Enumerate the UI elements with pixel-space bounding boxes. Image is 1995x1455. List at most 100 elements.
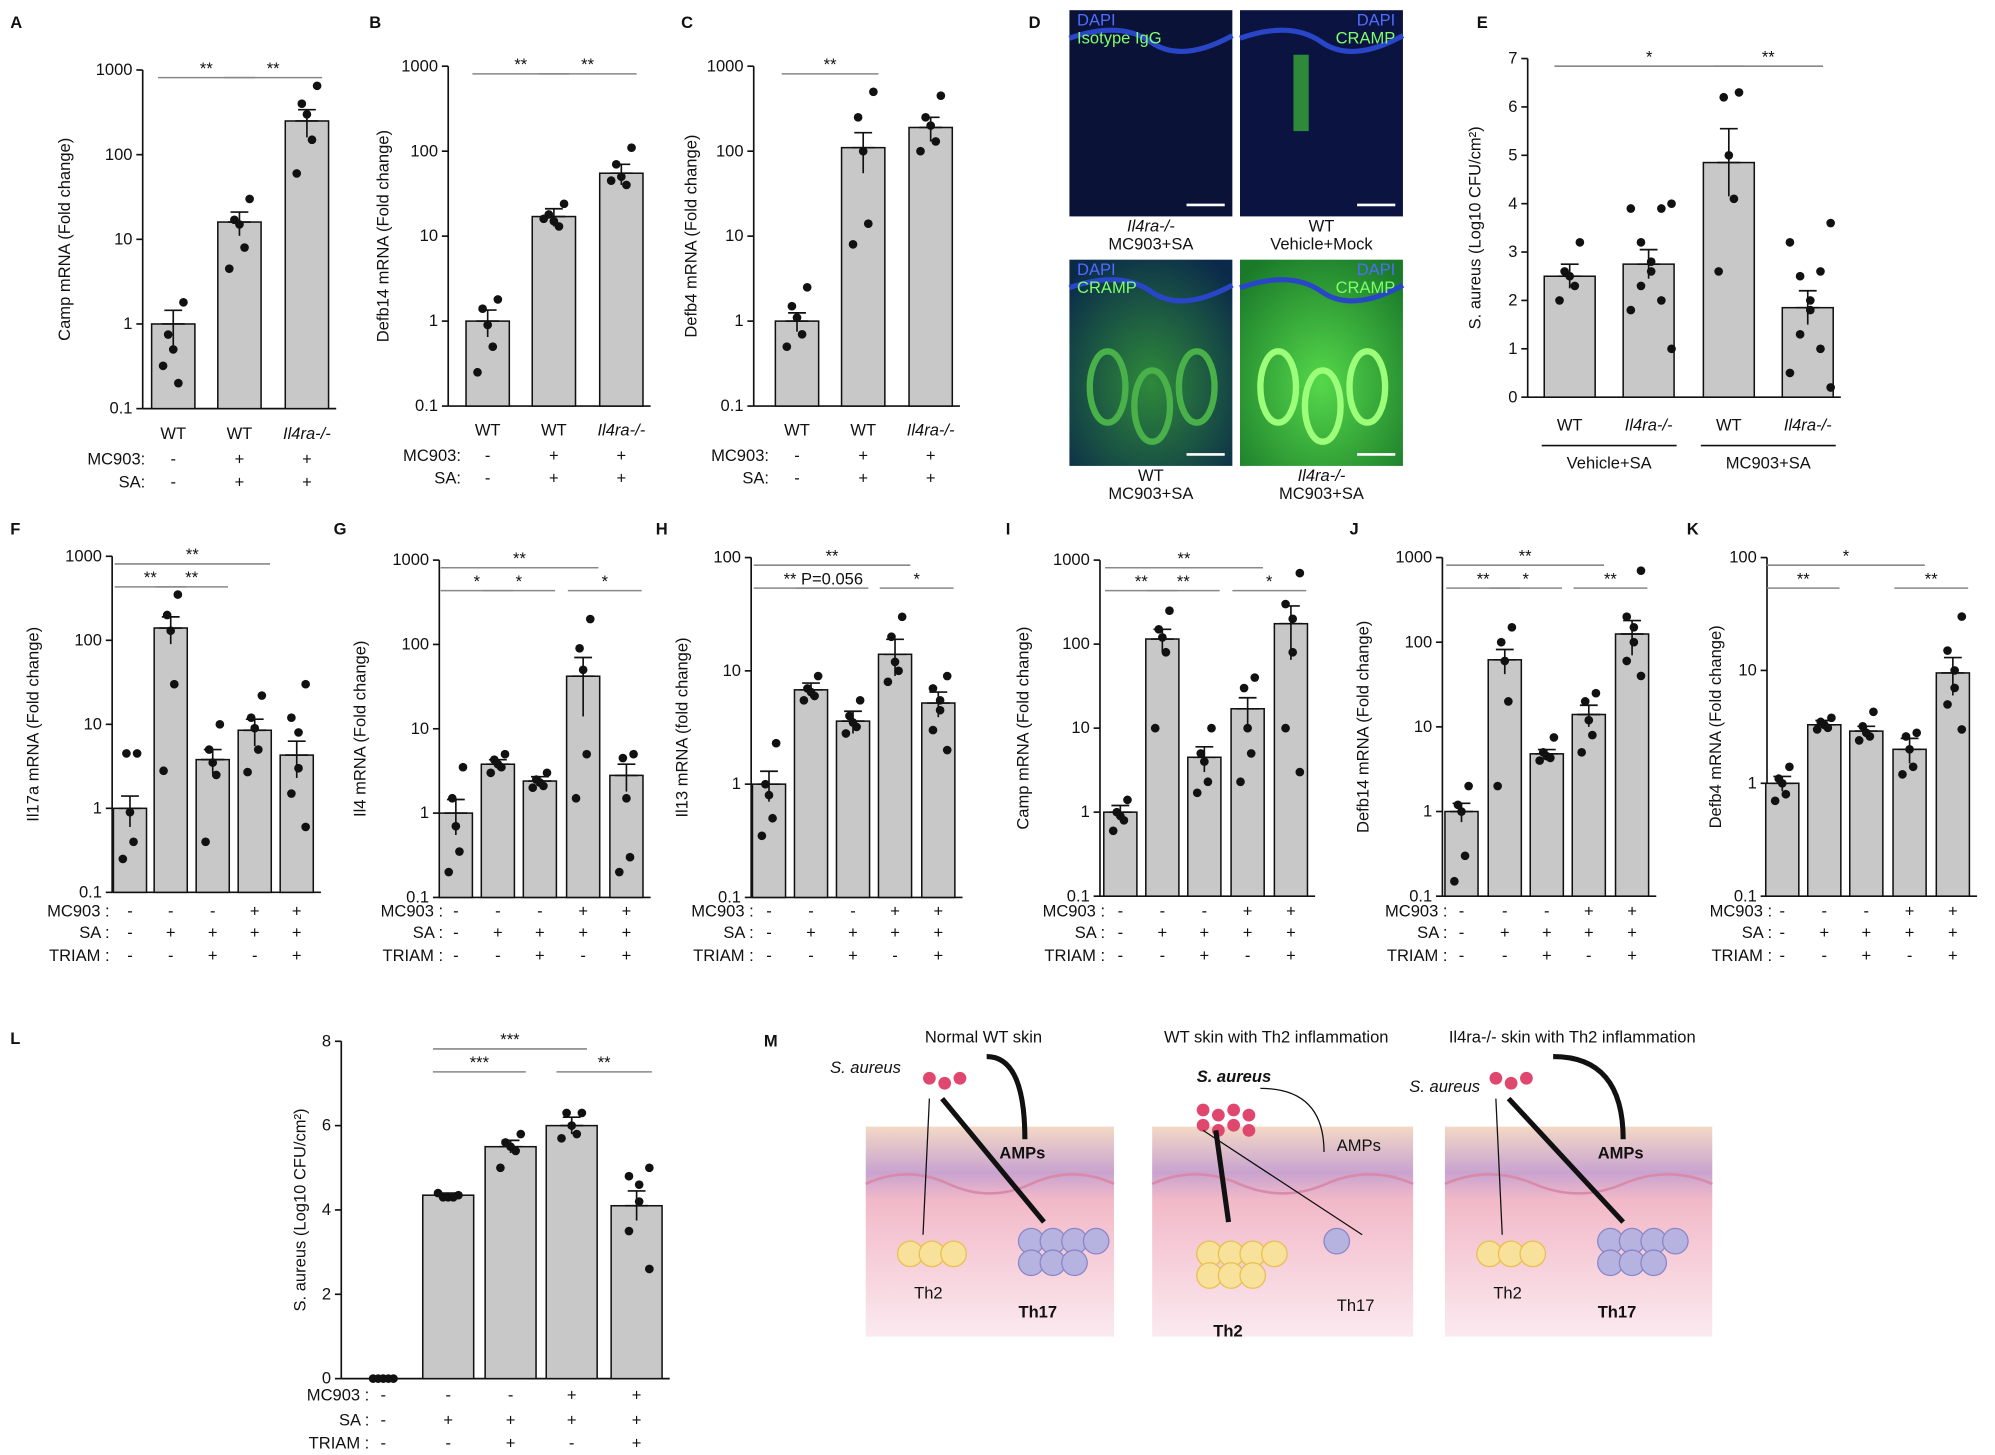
condition-value: +	[926, 469, 936, 488]
data-point	[1636, 566, 1646, 575]
bar	[1764, 782, 1800, 897]
condition-value: +	[1627, 923, 1637, 942]
condition-value: +	[292, 902, 302, 921]
data-point	[1108, 826, 1118, 836]
y-tick-label: 0.1	[721, 396, 744, 415]
data-point	[250, 723, 260, 733]
significance-label: **	[1135, 572, 1148, 591]
data-point	[1858, 721, 1868, 731]
data-point	[622, 180, 631, 190]
data-point	[1161, 647, 1171, 657]
bar	[484, 1145, 537, 1380]
data-point	[486, 768, 496, 778]
data-point	[1192, 788, 1202, 798]
th2-cell	[1239, 1262, 1267, 1289]
dermis-line	[865, 1173, 1115, 1195]
data-point	[1667, 344, 1676, 354]
bacterium	[1227, 1103, 1240, 1117]
data-point	[627, 143, 636, 152]
data-point	[1646, 267, 1656, 276]
condition-value: +	[1286, 902, 1296, 921]
data-point	[858, 146, 868, 156]
condition-value: +	[549, 446, 559, 465]
condition-label: TRIAM :	[693, 946, 754, 965]
bacterium	[1242, 1108, 1256, 1122]
data-point	[458, 762, 468, 772]
data-point	[169, 679, 179, 689]
data-point	[1636, 238, 1646, 247]
data-point	[1869, 707, 1878, 717]
data-point	[211, 770, 221, 780]
caption: WT	[1138, 466, 1164, 485]
data-point	[799, 695, 809, 705]
significance-label: **	[598, 1053, 611, 1072]
significance-label: ***	[470, 1053, 490, 1072]
condition-label: TRIAM :	[1387, 946, 1448, 965]
significance-label: **	[1477, 569, 1490, 588]
panel-letter: J	[1349, 520, 1358, 539]
data-point	[1812, 725, 1822, 734]
data-point	[1957, 612, 1967, 621]
bacteria-label: S. aureus	[1409, 1077, 1480, 1096]
y-tick-label: 10	[114, 229, 132, 248]
data-point	[497, 762, 506, 772]
follicle	[1346, 348, 1389, 426]
th17-cell	[1640, 1249, 1668, 1277]
arrow	[1213, 1130, 1232, 1223]
data-point	[1450, 876, 1459, 886]
data-point	[1239, 683, 1249, 693]
data-point	[1646, 257, 1656, 267]
data-point	[1150, 723, 1160, 733]
y-tick-label: 100	[1729, 548, 1757, 567]
bar	[217, 221, 262, 410]
data-point	[1196, 749, 1206, 758]
category-label: WT	[784, 420, 810, 439]
bar	[751, 783, 787, 899]
y-tick-label: 2	[322, 1284, 331, 1303]
epidermis	[1068, 277, 1234, 304]
condition-value: -	[1864, 902, 1870, 921]
condition-value: -	[1544, 902, 1550, 921]
bar	[522, 780, 558, 899]
y-tick-label: 10	[725, 226, 743, 245]
condition-value: +	[806, 923, 816, 942]
data-point	[606, 176, 616, 185]
category-label: WT	[475, 420, 501, 439]
panel-letter: D	[1029, 13, 1041, 32]
condition-value: +	[622, 902, 632, 921]
amps-label: AMPs	[1598, 1143, 1644, 1162]
data-point	[294, 728, 303, 737]
significance-label: **	[784, 569, 797, 588]
data-point	[575, 643, 584, 653]
y-tick-label: 100	[716, 141, 744, 160]
data-point	[1496, 637, 1506, 647]
data-point	[224, 264, 234, 274]
follicle	[1131, 367, 1174, 445]
bacterium	[1242, 1124, 1256, 1137]
data-point	[1943, 700, 1952, 709]
data-point	[1785, 238, 1795, 247]
y-tick-label: 100	[74, 630, 102, 649]
caption: Il4ra-/-	[1127, 217, 1175, 236]
data-point	[1546, 753, 1555, 763]
y-tick-label: 10	[420, 226, 438, 245]
panel-letter: L	[10, 1029, 20, 1048]
data-point	[1295, 767, 1305, 777]
data-point	[887, 632, 896, 642]
epidermis	[1068, 27, 1234, 54]
data-point	[869, 87, 878, 97]
dermis-line	[1151, 1173, 1414, 1195]
data-point	[1588, 730, 1597, 740]
condition-value: -	[1780, 902, 1786, 921]
stain-label: Isotype IgG	[1077, 28, 1162, 47]
condition-value: +	[535, 946, 545, 965]
th17-label: Th17	[1019, 1303, 1058, 1322]
epidermis	[1239, 27, 1405, 54]
condition-label: SA :	[1075, 923, 1105, 942]
data-point	[1729, 194, 1739, 204]
condition-value: -	[168, 902, 174, 921]
condition-value: +	[1627, 946, 1637, 965]
inhibition	[986, 1054, 1028, 1140]
condition-value: -	[453, 923, 459, 942]
data-point	[1629, 622, 1639, 632]
